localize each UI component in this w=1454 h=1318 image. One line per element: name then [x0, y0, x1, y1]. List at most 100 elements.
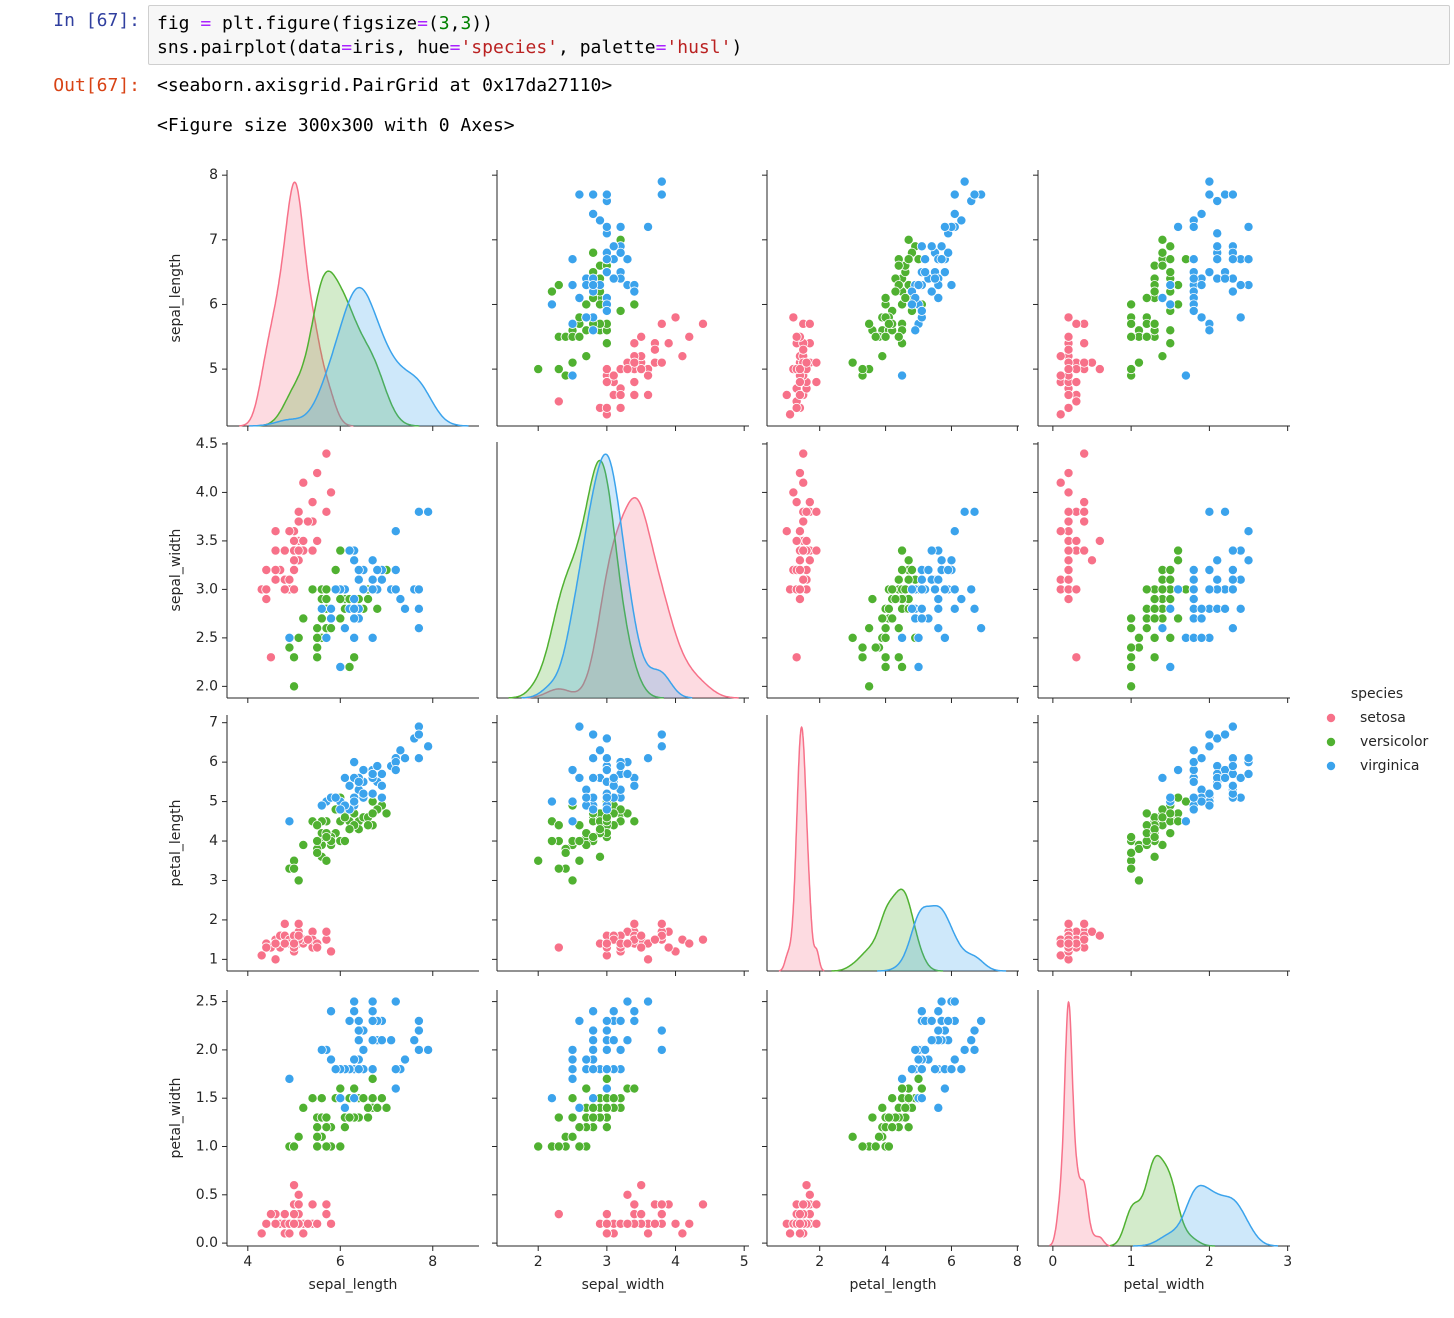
scatter-point [916, 1064, 927, 1075]
scatter-point [1243, 768, 1254, 779]
scatter-point [684, 1218, 695, 1229]
scatter-point [794, 555, 805, 566]
scatter-point [601, 221, 612, 232]
scatter-point [390, 1083, 401, 1094]
scatter-point [574, 1122, 585, 1133]
scatter-point [567, 1112, 578, 1123]
scatter-point [801, 535, 812, 546]
scatter-point [798, 516, 809, 527]
scatter-point [567, 1093, 578, 1104]
scatter-point [1126, 661, 1137, 672]
x-tick-label: 4 [671, 1254, 680, 1270]
scatter-point [353, 776, 364, 787]
scatter-point [1079, 497, 1090, 508]
scatter-point [946, 555, 957, 566]
scatter-point [913, 1054, 924, 1065]
scatter-point [677, 351, 688, 362]
scatter-point [349, 594, 360, 605]
scatter-point [601, 377, 612, 388]
scatter-point [1141, 623, 1152, 634]
scatter-point [629, 1199, 640, 1210]
scatter-point [1204, 189, 1215, 200]
scatter-point [913, 632, 924, 643]
scatter-point [1149, 851, 1160, 862]
scatter-point [1204, 325, 1215, 336]
scatter-point [279, 938, 290, 949]
scatter-point [897, 565, 908, 576]
scatter-point [1063, 565, 1074, 576]
scatter-point [330, 565, 341, 576]
scatter-point [400, 1054, 411, 1065]
scatter-point [553, 1112, 564, 1123]
scatter-point [946, 1064, 957, 1075]
scatter-point [302, 934, 313, 945]
scatter-point [289, 555, 300, 566]
scatter-point [261, 584, 272, 595]
scatter-point [349, 1083, 360, 1094]
scatter-point [284, 526, 295, 537]
scatter-point [906, 1064, 917, 1075]
scatter-point [413, 729, 424, 740]
y-tick-label: 2.0 [196, 1042, 218, 1058]
scatter-point [636, 1209, 647, 1220]
scatter-point [893, 260, 904, 271]
scatter-point [367, 1015, 378, 1026]
scatter-point [567, 816, 578, 827]
code-token: 3 [438, 13, 450, 34]
scatter-point [567, 1131, 578, 1142]
scatter-point [663, 942, 674, 953]
scatter-point [1063, 506, 1074, 517]
x-tick-label: 3 [1283, 1254, 1292, 1270]
scatter-point [1235, 772, 1246, 783]
scatter-point [1220, 506, 1231, 517]
scatter-point [930, 1064, 941, 1075]
scatter-point [546, 286, 557, 297]
y-axis-label: petal_width [168, 1077, 184, 1158]
scatter-point [1055, 526, 1066, 537]
scatter-point [926, 545, 937, 556]
scatter-point [629, 299, 640, 310]
scatter-point [289, 652, 300, 663]
kde-line [778, 726, 825, 972]
scatter-point [969, 189, 980, 200]
code-cell[interactable]: fig = plt.figure(figsize=(3,3)) sns.pairp… [148, 5, 1450, 65]
scatter-point [890, 594, 901, 605]
scatter-point [339, 836, 350, 847]
scatter-point [1063, 594, 1074, 605]
scatter-point [335, 545, 346, 556]
scatter-point [1079, 338, 1090, 349]
kde-area [239, 182, 354, 426]
scatter-point [1188, 273, 1199, 284]
scatter-point [1180, 796, 1191, 807]
scatter-point [256, 950, 267, 961]
scatter-point [1071, 584, 1082, 595]
scatter-point [335, 1141, 346, 1152]
scatter-point [567, 875, 578, 886]
scatter-point [349, 613, 360, 624]
scatter-point [413, 506, 424, 517]
scatter-point [949, 208, 960, 219]
scatter-point [413, 603, 424, 614]
scatter-point [567, 796, 578, 807]
scatter-point [1243, 526, 1254, 537]
scatter-point [656, 1025, 667, 1036]
scatter-point [567, 1064, 578, 1075]
scatter-point [883, 318, 894, 329]
scatter-point [788, 487, 799, 498]
scatter-point [608, 370, 619, 381]
scatter-point [1196, 603, 1207, 614]
scatter-point [1063, 331, 1074, 342]
x-axis-label: petal_length [849, 1277, 936, 1293]
scatter-point [949, 1054, 960, 1065]
scatter-point [546, 299, 557, 310]
scatter-point [943, 1015, 954, 1026]
scatter-point [897, 1073, 908, 1084]
scatter-point [1079, 516, 1090, 527]
y-tick-label: 2.5 [196, 630, 218, 646]
scatter-point [533, 1141, 544, 1152]
scatter-point [794, 364, 805, 375]
scatter-point [1149, 632, 1160, 643]
scatter-point [959, 176, 970, 187]
scatter-point [629, 1006, 640, 1017]
